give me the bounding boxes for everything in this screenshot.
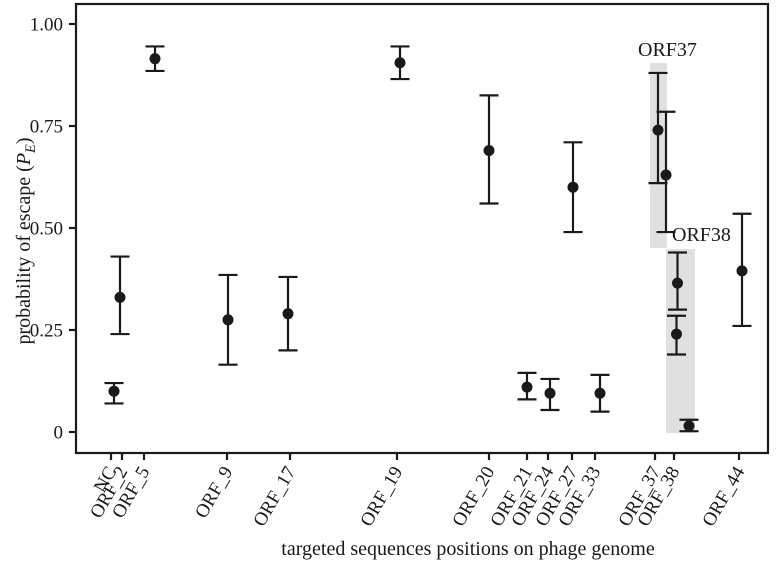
y-tick-label: 0.75 [30,117,63,138]
data-point-orf_5 [149,53,161,65]
data-point-orf_19 [394,57,406,69]
y-axis-title-subscript: E [23,144,39,153]
data-point-orf_38 [671,328,682,340]
data-point-orf_24 [544,387,556,399]
data-point-orf_38 [683,420,695,432]
data-point-orf_20 [483,144,495,156]
data-point-orf_2 [114,291,126,303]
data-point-orf_21 [521,381,533,393]
y-tick-label: 0.50 [30,219,63,240]
x-tick-label: ORF_44 [698,463,749,531]
annotation-orf38: ORF38 [672,224,731,246]
data-point-orf_17 [282,308,294,320]
y-axis-title-suffix: ) [13,137,35,145]
x-tick-label: ORF_9 [191,463,237,522]
y-axis-title-variable: P [13,152,35,166]
y-tick-label: 1.00 [30,15,63,36]
y-axis-title: probability of escape (PE) [12,101,39,381]
y-tick-label: 0.25 [30,321,63,342]
data-point-orf_37 [660,169,672,181]
data-point-orf_37 [652,124,664,136]
x-tick-label: ORF_19 [356,463,407,530]
x-axis-title: targeted sequences positions on phage ge… [281,538,655,560]
data-point-orf_38 [672,277,683,289]
annotation-orf37: ORF37 [638,39,697,61]
highlight-band-orf38 [666,249,695,433]
y-tick-label: 0 [54,423,64,444]
data-point-orf_27 [567,181,579,193]
data-point-orf_33 [594,387,606,399]
y-axis-title-prefix: probability of escape ( [13,165,35,345]
x-tick-label: ORF_17 [249,463,300,530]
data-point-orf_9 [222,314,234,326]
data-point-nc [108,385,120,397]
data-point-orf_44 [736,265,748,277]
